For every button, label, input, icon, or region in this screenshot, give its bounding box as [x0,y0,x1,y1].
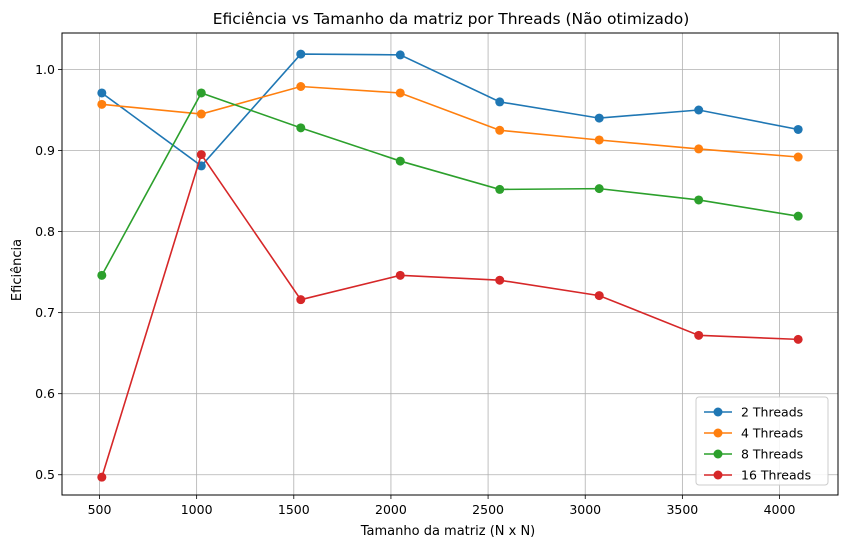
series-line [101,91,799,276]
y-tick-label: 0.7 [35,305,55,320]
data-point [395,50,405,60]
data-point [296,49,306,59]
legend-marker [713,470,723,480]
axis-ticks: 500 1000 1500 2000 2500 3000 3500 4000 0.5 0.6 0.7… [35,62,795,517]
x-tick-label: 2000 [375,502,407,517]
legend-label: 4 Threads [741,426,803,441]
series-8-threads [97,88,803,280]
legend-item: 16 Threads [704,468,811,483]
x-tick-label: 1000 [181,502,213,517]
data-point [97,270,107,280]
data-point [97,472,107,482]
legend-label: 16 Threads [741,468,811,483]
y-tick-label: 0.9 [35,143,55,158]
x-tick-label: 500 [88,502,112,517]
data-point [495,97,505,107]
series-layer [97,49,803,482]
legend-label: 2 Threads [741,405,803,420]
x-tick-label: 1500 [278,502,310,517]
data-point [793,124,803,134]
data-point [97,99,107,109]
data-point [594,113,604,123]
y-tick-label: 0.8 [35,224,55,239]
legend-item: 2 Threads [704,405,803,420]
data-point [694,105,704,115]
data-point [196,88,206,98]
data-point [594,135,604,145]
data-point [495,184,505,194]
legend-item: 4 Threads [704,426,803,441]
series-line [101,152,799,478]
data-point [395,270,405,280]
data-point [395,88,405,98]
y-tick-label: 0.5 [35,467,55,482]
data-point [495,275,505,285]
y-tick-label: 1.0 [35,62,55,77]
data-point [594,291,604,301]
data-point [694,195,704,205]
x-tick-label: 4000 [764,502,796,517]
chart-title: Eficiência vs Tamanho da matriz por Thre… [213,10,690,28]
data-point [793,334,803,344]
series-16-threads [97,150,803,482]
y-tick-label: 0.6 [35,386,55,401]
x-tick-label: 3000 [569,502,601,517]
series-4-threads [97,81,803,162]
legend-item: 8 Threads [704,447,803,462]
x-axis-label: Tamanho da matriz (N x N) [360,524,536,539]
x-tick-label: 2500 [472,502,504,517]
data-point [694,330,704,340]
data-point [296,295,306,305]
legend-marker [713,428,723,438]
series-line [101,85,799,158]
y-axis-label: Eficiência [10,239,25,301]
data-point [196,150,206,160]
data-point [694,144,704,154]
data-point [296,123,306,133]
plot-frame [61,32,839,496]
x-tick-label: 3500 [666,502,698,517]
legend-box [695,396,829,486]
data-point [793,152,803,162]
data-point [495,125,505,135]
grid [62,33,838,495]
data-point [296,81,306,91]
data-point [793,211,803,221]
data-point [97,88,107,98]
legend-marker [713,449,723,459]
series-2-threads [97,49,803,171]
series-line [101,53,799,168]
data-point [196,109,206,119]
legend-label: 8 Threads [741,447,803,462]
legend-marker [713,407,723,417]
legend: 2 Threads 4 Threads 8 Threads 16 Threads [695,396,829,486]
data-point [594,184,604,194]
data-point [395,156,405,166]
